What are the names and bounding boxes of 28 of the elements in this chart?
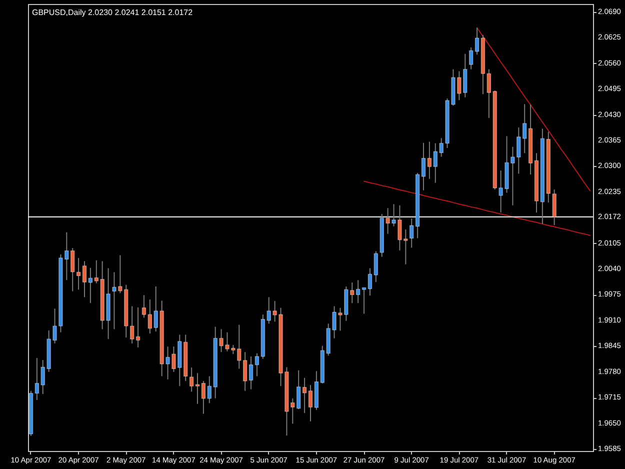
candlestick — [136, 306, 140, 348]
candlestick — [374, 250, 378, 283]
candlestick — [195, 372, 200, 404]
candlestick — [189, 367, 194, 392]
candlestick — [427, 141, 432, 180]
candlestick — [82, 260, 87, 298]
candlestick — [88, 267, 93, 304]
candlestick — [76, 257, 81, 290]
candlestick — [368, 268, 372, 296]
chart-title: GBPUSD,Daily 2.0230 2.0241 2.0151 2.0172 — [32, 8, 194, 17]
candlestick — [362, 287, 366, 314]
candlestick — [308, 384, 313, 422]
candlestick — [242, 352, 248, 392]
candlestick — [248, 356, 254, 390]
line-series — [364, 180, 591, 236]
candlestick — [486, 68, 492, 118]
candlestick — [142, 294, 146, 318]
candlestick — [421, 142, 426, 191]
candlestick — [201, 380, 206, 414]
candlestick — [254, 352, 260, 377]
candlestick — [302, 377, 307, 414]
candlestick — [34, 358, 40, 400]
candlestick — [356, 280, 360, 304]
candlestick — [130, 306, 134, 344]
candlestick — [468, 47, 474, 70]
candlestick — [474, 27, 480, 56]
candlestick — [148, 298, 152, 334]
line-series — [476, 27, 591, 192]
